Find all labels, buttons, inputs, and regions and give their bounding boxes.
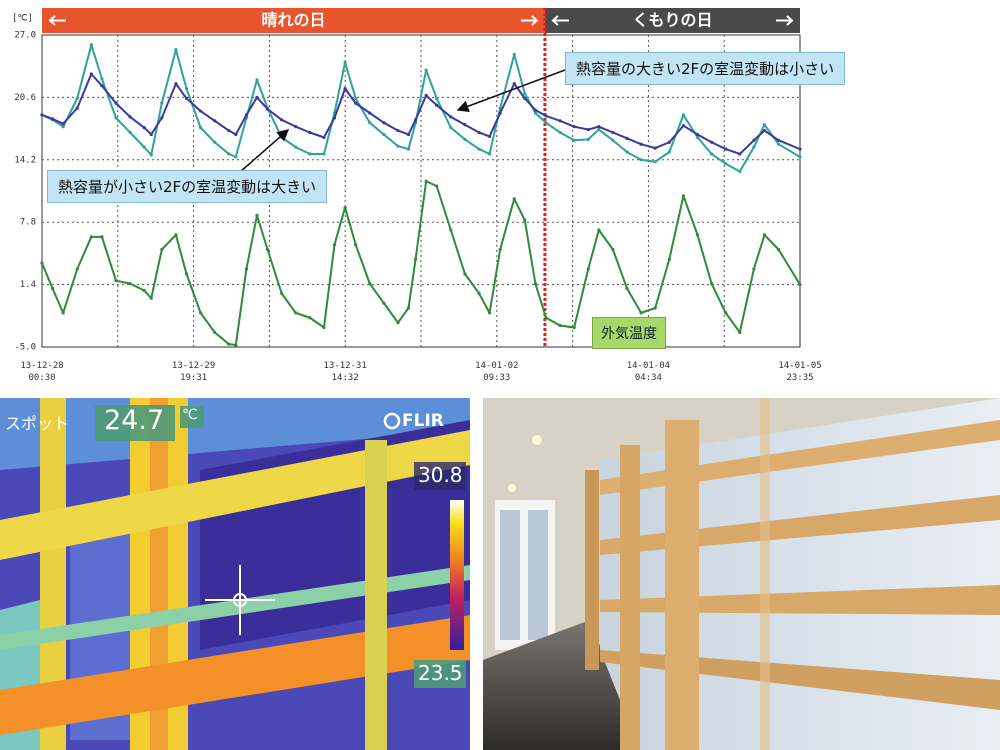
region-arrow (776, 15, 794, 26)
x-tick-label: 14-01-05 23:35 (778, 361, 822, 383)
annotation-arrow (239, 129, 290, 173)
spot-value: 24.7 (104, 405, 165, 436)
y-tick-label: 7.8 (20, 218, 36, 228)
brand: FLIR (402, 411, 444, 431)
spot-label: スポット (5, 414, 70, 433)
x-tick-label: 14-01-02 09:33 (475, 361, 519, 383)
region-band (42, 8, 545, 33)
annotation: 熱容量の大きい2Fの室温変動は小さい (565, 52, 846, 85)
thermal-image (0, 398, 470, 750)
x-tick-label: 13-12-28 00:30 (20, 361, 64, 383)
x-tick-label: 14-01-04 04:34 (626, 361, 671, 383)
y-tick-label: 1.4 (20, 280, 36, 290)
scale-max: 30.8 (418, 463, 463, 487)
region-arrow (551, 15, 569, 26)
series-line (40, 179, 802, 347)
scale-min: 23.5 (418, 661, 463, 685)
region-arrow (48, 15, 66, 26)
annotation-arrow (456, 69, 566, 112)
region-label: 晴れの日 (261, 11, 325, 30)
y-tick-label: 27.0 (14, 31, 36, 41)
y-tick-label: 14.2 (14, 155, 36, 165)
region-label: くもりの日 (632, 11, 712, 30)
series-label: 外気温度 (592, 317, 666, 349)
x-tick-label: 13-12-31 14:32 (323, 361, 367, 383)
y-tick-label: -5.0 (14, 343, 36, 353)
x-tick-label: 13-12-29 19:31 (171, 361, 216, 383)
region-band (544, 8, 800, 33)
shelf-photo (483, 398, 1000, 750)
unit: ℃ (182, 407, 198, 423)
y-tick-label: 20.6 (14, 93, 36, 103)
region-arrow (520, 15, 539, 26)
series-line (40, 72, 802, 156)
y-unit: [℃] (12, 14, 33, 24)
annotation: 熱容量が小さい2Fの室温変動は大きい (47, 170, 328, 203)
